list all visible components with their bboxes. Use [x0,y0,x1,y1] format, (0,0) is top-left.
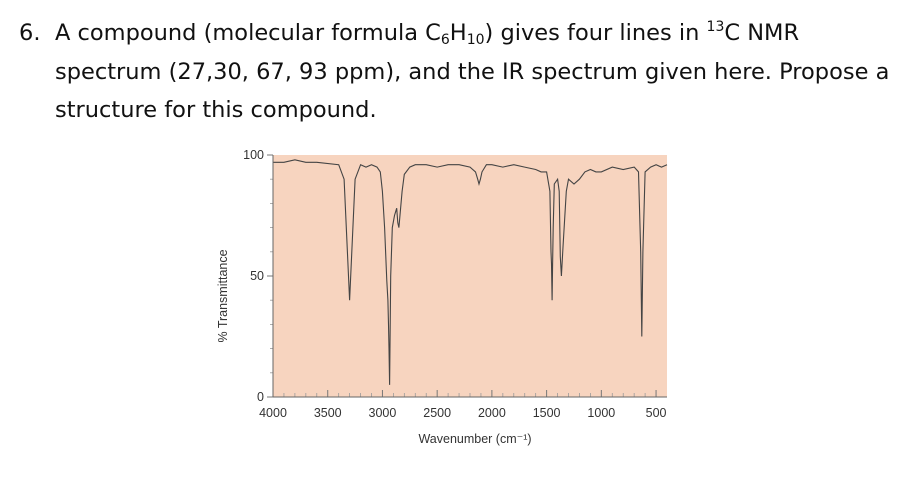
x-tick-label: 3000 [369,406,397,420]
subscript-carbon-count: 6 [440,32,450,48]
y-axis-label: % Transmittance [216,249,230,342]
question-text: 6. A compound (molecular formula C6H10) g… [19,14,899,130]
question-text-segment: C NMR [724,20,800,46]
question-text-segment: ) gives four lines in [484,20,707,46]
spectrum-line [273,159,668,385]
y-tick-label: 100 [243,148,264,162]
x-tick-label: 500 [646,406,667,420]
question-text-segment: A compound (molecular formula C [55,20,441,46]
x-tick-label: 2000 [478,406,506,420]
x-axis-label: Wavenumber (cm⁻¹) [418,432,531,446]
question-line-1: 6. A compound (molecular formula C6H10) g… [19,14,899,53]
subscript-hydrogen-count: 10 [466,32,485,48]
superscript-isotope: 13 [706,19,725,35]
x-tick-label: 3500 [314,406,342,420]
y-tick-label: 50 [250,269,264,283]
ir-spectrum-figure: 4000 3500 3000 2500 2000 1500 1000 500 0 50 100 % … [205,145,685,465]
question-line-2: spectrum (27,30, 67, 93 ppm), and the IR… [55,58,890,85]
question-text-segment: H [449,20,467,46]
x-tick-label: 4000 [259,406,287,420]
ir-spectrum-chart: 4000 3500 3000 2500 2000 1500 1000 500 0 50 100 % … [216,148,668,446]
x-tick-label: 1000 [587,406,615,420]
plot-background [273,155,667,397]
x-tick-label: 1500 [533,406,561,420]
question-number: 6. [19,20,41,46]
x-tick-label: 2500 [423,406,451,420]
y-tick-label: 0 [257,390,264,404]
question-line-3: structure for this compound. [55,97,377,123]
